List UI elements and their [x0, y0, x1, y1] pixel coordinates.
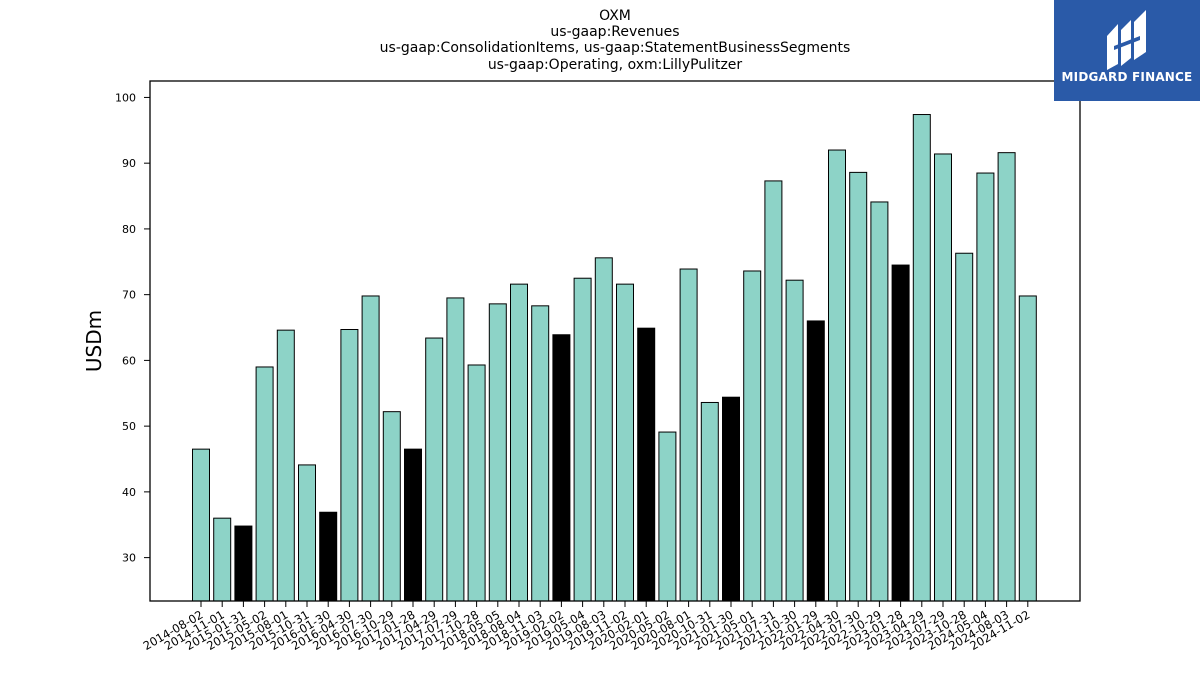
bar-2023-01-28: [891, 264, 910, 602]
bar-2021-01-30: [722, 396, 740, 602]
bar-2019-11-02: [616, 283, 634, 602]
y-tick-label-80: 80: [122, 223, 136, 236]
chart-title: OXM us-gaap:Revenues us-gaap:Consolidati…: [380, 8, 851, 73]
bar-2024-05-04: [976, 172, 995, 602]
bar-2017-07-29: [446, 297, 465, 602]
bar-2016-01-30: [319, 511, 338, 602]
bar-2015-08-01: [276, 329, 295, 602]
bar-2018-11-03: [531, 305, 550, 602]
plot-area-frame: [149, 80, 1081, 602]
bar-2016-10-29: [382, 411, 401, 602]
bar-2023-04-29: [912, 114, 931, 602]
chart-title-line-3: us-gaap:ConsolidationItems, us-gaap:Stat…: [380, 40, 851, 56]
y-axis: 30 40 50 60 70 80 90 100: [115, 91, 150, 565]
bar-2014-08-02: [192, 448, 210, 602]
chart-title-line-4: us-gaap:Operating, oxm:LillyPulitzer: [488, 57, 743, 73]
bar-2022-04-30: [828, 149, 846, 602]
bar-2022-01-29: [806, 320, 825, 602]
bar-2016-07-30: [361, 295, 380, 602]
logo-text: MIDGARD FINANCE: [1061, 70, 1193, 84]
x-axis: 2014-08-022014-11-012015-01-312015-05-02…: [141, 601, 1032, 653]
y-tick-label-50: 50: [122, 420, 136, 433]
bar-2019-02-02: [552, 334, 571, 602]
bar-2017-01-28: [404, 448, 422, 602]
bar-2020-02-01: [637, 327, 656, 602]
y-tick-label-60: 60: [122, 354, 136, 367]
y-tick-label-70: 70: [122, 289, 136, 302]
bar-2017-04-29: [425, 337, 444, 602]
bar-2020-08-01: [679, 268, 698, 602]
bar-2024-08-03: [997, 152, 1016, 602]
bar-2019-05-04: [573, 277, 592, 602]
bar-2022-07-30: [849, 171, 868, 602]
chart-title-line-2: us-gaap:Revenues: [550, 24, 679, 40]
bar-2024-11-02: [1018, 295, 1037, 602]
bar-2022-10-29: [870, 201, 889, 602]
y-axis-label: USDm: [82, 310, 106, 372]
bar-2015-10-31: [298, 464, 316, 602]
bar-2020-05-02: [658, 431, 677, 602]
bar-2023-10-28: [955, 252, 974, 602]
bar-2015-05-02: [255, 366, 274, 602]
y-tick-label-30: 30: [122, 552, 136, 565]
bar-2021-05-01: [743, 270, 762, 602]
y-tick-label-90: 90: [122, 157, 136, 170]
bar-2016-04-30: [340, 329, 359, 602]
midgard-finance-logo: MIDGARD FINANCE: [1054, 0, 1200, 101]
bar-2023-07-29: [934, 153, 952, 602]
bar-2014-11-01: [213, 517, 232, 602]
bar-2020-10-31: [700, 401, 719, 602]
bar-2017-10-28: [467, 364, 486, 602]
y-tick-label-40: 40: [122, 486, 136, 499]
bar-2018-05-05: [488, 303, 507, 602]
bar-2018-08-04: [510, 283, 528, 602]
y-tick-label-100: 100: [115, 91, 136, 104]
bar-2021-07-31: [764, 180, 783, 602]
bar-series: [192, 114, 1037, 602]
bar-2015-01-31: [234, 525, 253, 602]
bar-2019-08-03: [594, 257, 613, 602]
bar-2021-10-30: [785, 279, 804, 602]
logo-mark-icon: [1107, 10, 1146, 70]
chart-title-line-1: OXM: [599, 8, 631, 24]
